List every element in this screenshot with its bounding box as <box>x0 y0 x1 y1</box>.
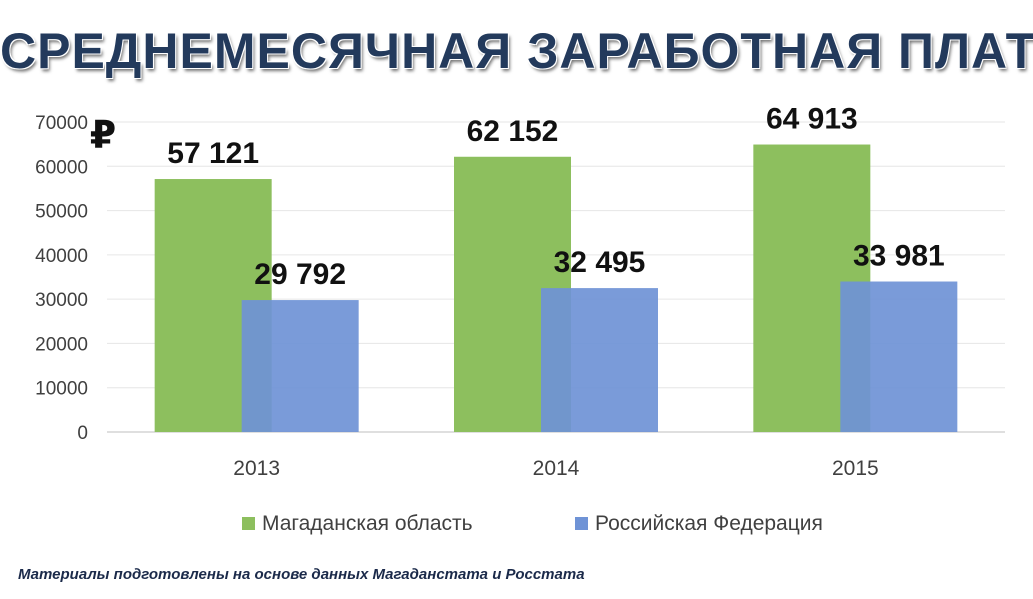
legend-label: Магаданская область <box>262 512 473 535</box>
bar-russia <box>241 300 359 432</box>
y-tick-label: 30000 <box>35 290 88 311</box>
ruble-symbol: ₽ <box>90 113 116 157</box>
x-tick-label: 2013 <box>233 457 280 480</box>
legend-swatch <box>575 517 588 530</box>
x-tick-label: 2014 <box>533 457 580 480</box>
y-tick-label: 50000 <box>35 202 88 223</box>
data-label: 57 121 <box>167 137 259 170</box>
y-tick-label: 10000 <box>35 379 88 400</box>
bar-russia <box>541 288 658 432</box>
bar-chart: 0 10000 20000 30000 40000 50000 60000 70000 ₽57 … <box>35 103 1005 535</box>
x-tick-label: 2015 <box>832 457 879 480</box>
data-label: 62 152 <box>467 115 559 148</box>
data-label: 64 913 <box>766 103 858 136</box>
source-footnote: Материалы подготовлены на основе данных … <box>18 566 585 583</box>
legend-label: Российская Федерация <box>595 512 823 535</box>
legend-swatch <box>242 517 255 530</box>
bar-russia <box>840 281 958 432</box>
y-tick-label: 60000 <box>35 157 88 178</box>
y-tick-label: 70000 <box>35 113 88 134</box>
data-label: 29 792 <box>254 258 346 291</box>
y-tick-label: 0 <box>77 423 88 444</box>
data-label: 32 495 <box>554 246 646 279</box>
y-tick-label: 40000 <box>35 246 88 267</box>
y-tick-label: 20000 <box>35 334 88 355</box>
data-label: 33 981 <box>853 240 945 273</box>
chart-title: СРЕДНЕМЕСЯЧНАЯ ЗАРАБОТНАЯ ПЛАТА <box>0 23 1033 79</box>
